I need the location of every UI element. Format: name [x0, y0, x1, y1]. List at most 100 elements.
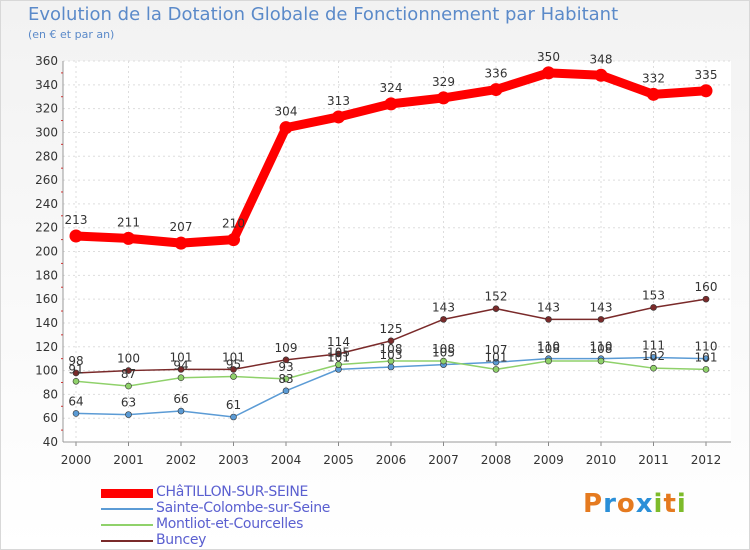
logo-letter: t [663, 489, 677, 519]
y-tick-label: 200 [35, 245, 58, 259]
legend-label: Sainte-Colombe-sur-Seine [156, 500, 331, 516]
data-point [650, 304, 657, 311]
data-point [230, 366, 237, 373]
y-tick-label: 140 [35, 316, 58, 330]
chart-title: Evolution de la Dotation Globale de Fonc… [28, 4, 619, 25]
data-label: 350 [537, 50, 560, 64]
data-point [387, 357, 395, 365]
y-tick-label: 360 [35, 54, 58, 68]
data-point [702, 295, 710, 303]
data-point [125, 367, 132, 374]
y-tick-label: 320 [35, 102, 58, 116]
y-tick-label: 180 [35, 268, 58, 282]
y-tick-label: 220 [35, 221, 58, 235]
data-label: 332 [642, 71, 665, 85]
data-point [489, 83, 503, 97]
data-point [125, 411, 132, 418]
logo-letter: r [603, 489, 617, 519]
data-label: 105 [327, 346, 350, 360]
data-label: 109 [275, 341, 298, 355]
data-label: 66 [173, 392, 188, 406]
x-tick-label: 2003 [218, 453, 249, 467]
legend-swatch [101, 540, 153, 542]
data-label: 94 [173, 359, 188, 373]
legend-swatch [101, 489, 153, 498]
data-label: 143 [537, 300, 560, 314]
y-tick-label: 240 [35, 197, 58, 211]
logo-letter: o [616, 489, 636, 519]
data-label: 111 [642, 338, 665, 352]
y-tick-label: 260 [35, 173, 58, 187]
data-point [122, 231, 135, 245]
data-point [702, 355, 710, 362]
data-point [230, 373, 237, 380]
data-point [279, 121, 293, 135]
logo-letter: i [653, 489, 664, 519]
y-tick-label: 100 [35, 364, 58, 378]
data-label: 64 [68, 394, 83, 408]
logo-letter: x [635, 489, 654, 519]
data-label: 108 [432, 342, 455, 356]
data-label: 61 [226, 398, 241, 412]
data-label: 125 [380, 322, 403, 336]
data-label: 336 [485, 67, 508, 81]
x-tick-label: 2012 [691, 453, 722, 467]
data-label: 329 [432, 75, 455, 89]
data-point [437, 91, 450, 105]
data-label: 108 [537, 342, 560, 356]
data-point [647, 87, 660, 101]
data-label: 63 [121, 396, 136, 410]
x-tick-label: 2010 [586, 453, 617, 467]
x-tick-label: 2011 [638, 453, 669, 467]
x-tick-label: 2007 [428, 453, 459, 467]
data-label: 101 [222, 350, 245, 364]
x-tick-label: 2008 [481, 453, 512, 467]
data-label: 160 [695, 280, 718, 294]
data-point [72, 369, 80, 377]
data-label: 87 [121, 367, 136, 381]
data-point [492, 358, 500, 366]
data-point [597, 357, 605, 365]
data-label: 103 [380, 348, 403, 362]
data-point [177, 374, 185, 382]
y-tick-label: 280 [35, 149, 58, 163]
data-point [177, 366, 185, 373]
data-label: 101 [170, 350, 193, 364]
legend-swatch [101, 508, 153, 510]
y-tick-label: 40 [43, 435, 58, 449]
x-tick-label: 2000 [61, 453, 92, 467]
data-point [384, 97, 398, 111]
data-point [545, 357, 552, 365]
line-chart: 40 60 80 100 120 140 160 180 200 220 240 260 280 300 3… [35, 50, 731, 467]
data-label: 143 [590, 300, 613, 314]
data-point [177, 407, 185, 415]
data-label: 101 [695, 350, 718, 364]
data-point [650, 364, 657, 372]
x-tick-label: 2001 [113, 453, 144, 467]
data-label: 101 [485, 350, 508, 364]
legend-label: CHâTILLON-SUR-SEINE [156, 484, 309, 500]
legend-item: CHâTILLON-SUR-SEINE [101, 484, 401, 501]
data-point [440, 316, 447, 323]
y-tick-label: 160 [35, 292, 58, 306]
data-point [492, 305, 500, 312]
data-point [230, 413, 237, 421]
data-label: 93 [278, 360, 293, 374]
data-label: 107 [485, 343, 508, 357]
data-label: 83 [278, 372, 293, 386]
data-point [282, 356, 290, 364]
data-point [542, 66, 555, 80]
data-label: 110 [537, 340, 560, 354]
data-point [282, 375, 290, 383]
data-label: 100 [117, 352, 140, 366]
data-point [702, 366, 710, 373]
data-label: 152 [485, 290, 508, 304]
data-point [335, 350, 342, 358]
y-tick-label: 60 [43, 411, 58, 425]
data-label: 101 [327, 350, 350, 364]
legend: CHâTILLON-SUR-SEINE Sainte-Colombe-sur-Se… [101, 484, 401, 549]
data-point [72, 377, 80, 385]
legend-swatch [101, 524, 153, 526]
data-label: 304 [275, 105, 298, 119]
data-label: 108 [590, 342, 613, 356]
